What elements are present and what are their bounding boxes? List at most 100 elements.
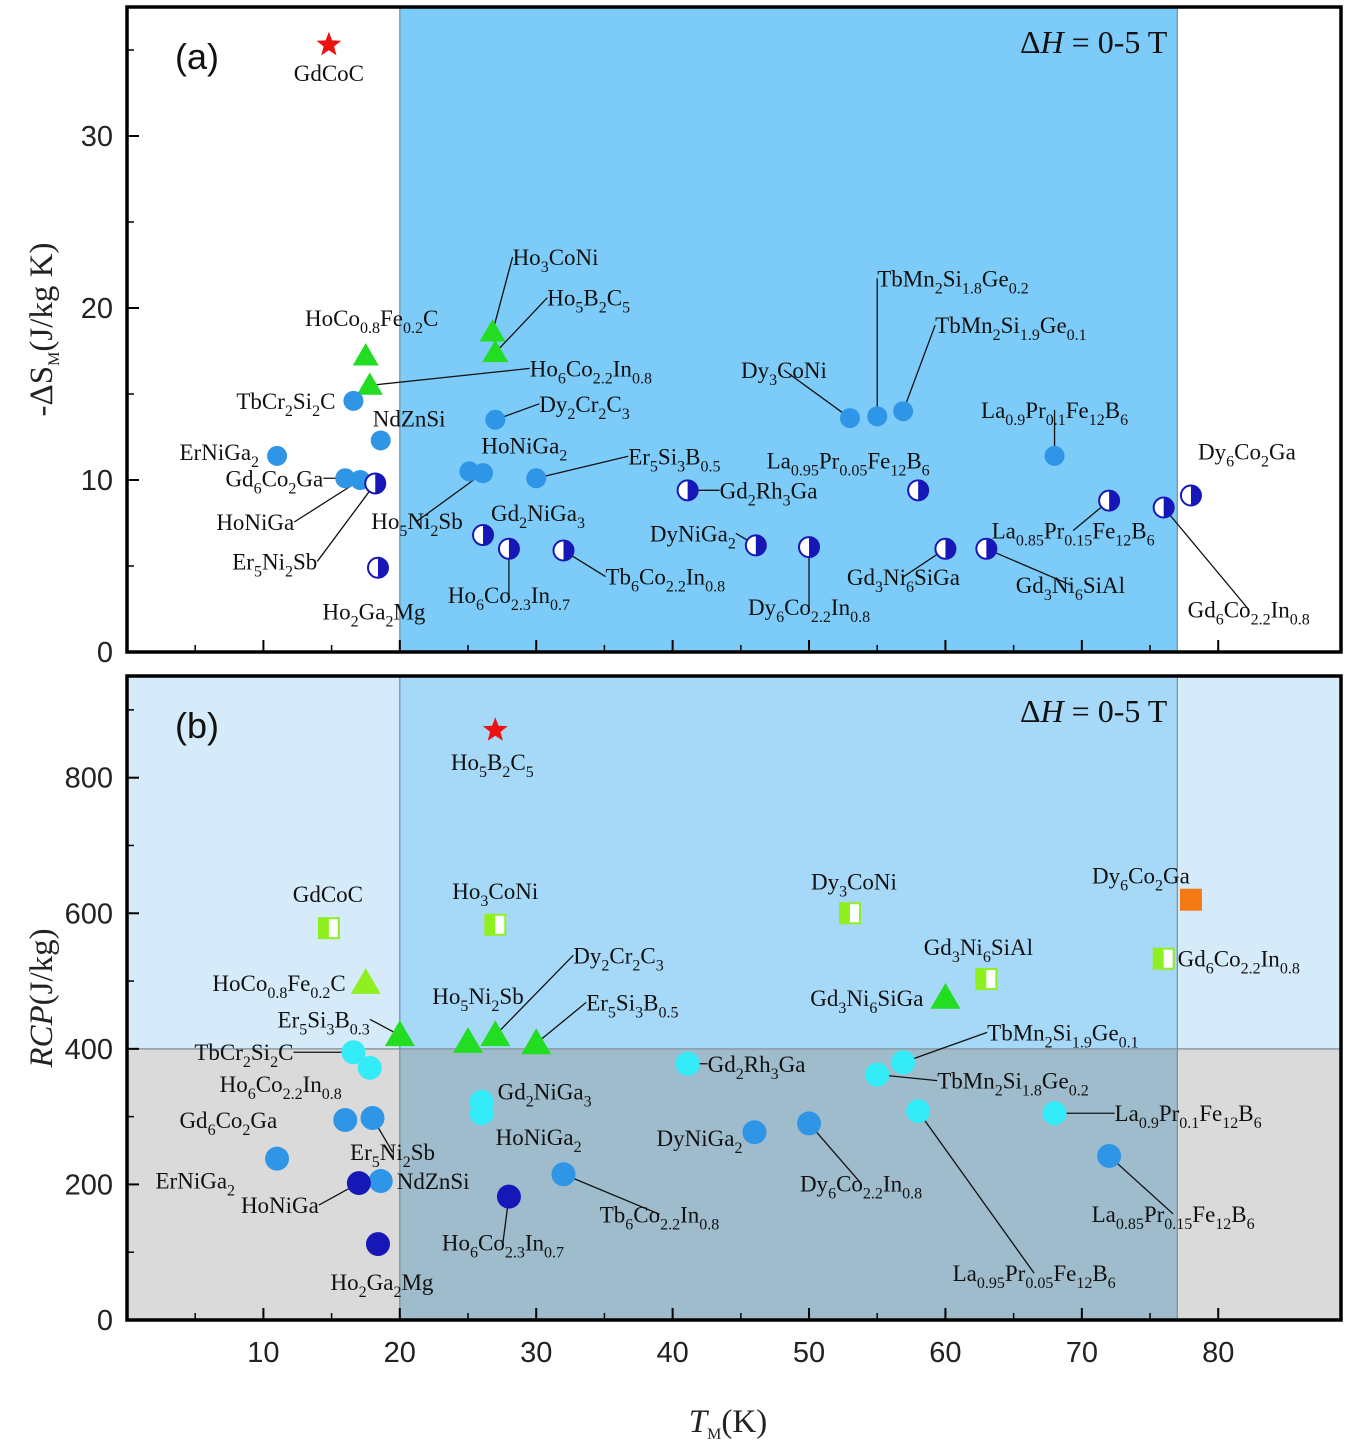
marker-gd3ni6siga <box>934 537 957 560</box>
label-la09pr01fe12b6: La0.9Pr0.1Fe12B6​ <box>1115 1101 1262 1132</box>
label-gd3ni6siga: Gd3Ni6SiGa <box>847 565 960 596</box>
marker-tbcr2si2c <box>343 390 364 411</box>
label-gd2rh3ga: Gd2Rh3Ga <box>708 1052 806 1083</box>
label-hoco08fe02c: HoCo0.8Fe0.2C <box>212 971 345 1002</box>
label-ho6co23in07: Ho6Co2.3In0.7​ <box>448 583 570 614</box>
label-la085pr015fe12b6: La0.85Pr0.15Fe12B6​ <box>992 519 1155 550</box>
label-ho6co22in08: Ho6Co2.2In0.8​ <box>220 1072 342 1103</box>
y-tick-label: 200 <box>65 1169 113 1201</box>
label-honiga2: HoNiGa2​ <box>481 433 567 464</box>
marker-gd6co2ga <box>335 468 356 489</box>
marker-tbmn2si18ge02 <box>865 1062 890 1087</box>
label-ho5b2c5: Ho5B2C5​ <box>451 750 534 781</box>
label-tbmn2si18ge02: TbMn2Si1.8Ge0.2​ <box>937 1069 1089 1100</box>
leader-line <box>491 256 514 333</box>
label-ho2ga2mg: Ho2Ga2Mg <box>331 1270 434 1301</box>
leader-line <box>1108 1155 1174 1215</box>
marker-er5ni2sb <box>364 472 387 495</box>
x-tick-label: 30 <box>520 1337 552 1369</box>
marker-gd6co22in08 <box>1152 496 1175 519</box>
label-ho6co23in07: Ho6Co2.3In0.7​ <box>442 1231 564 1262</box>
leader-line <box>808 1122 862 1184</box>
marker-erniga2 <box>265 1146 290 1171</box>
highlight-band-b-lower <box>399 1048 1178 1320</box>
marker-dyniga2 <box>744 534 767 557</box>
panel-a: 0 10 20 30 -ΔSM(J/kg K) (a) ΔH = 0-5 T GdCoC HoC… <box>24 5 1343 669</box>
highlight-band-b-upper <box>399 676 1178 1049</box>
marker-dy2cr2c3 <box>485 409 506 430</box>
label-tbcr2si2c: TbCr2Si2C <box>194 1040 293 1071</box>
y-tick-label: 400 <box>65 1034 113 1066</box>
leader-line <box>986 548 1071 586</box>
y-axis-title: -ΔSM(J/kg K) <box>24 243 63 417</box>
x-tick-label: 60 <box>929 1337 961 1369</box>
marker-ho5ni2sb <box>473 463 494 484</box>
label-gd6co2ga: Gd6Co2Ga <box>225 466 323 497</box>
marker-ndznsi <box>368 1169 393 1194</box>
label-gd6co22in08: Gd6Co2.2In0.8​ <box>1178 947 1300 978</box>
x-axis: 10 20 30 40 50 60 70 80 <box>247 1337 1234 1369</box>
marker-ho2ga2mg <box>365 1232 390 1257</box>
x-tick-label: 50 <box>793 1337 825 1369</box>
label-gd2niga3: Gd2NiGa3​ <box>498 1080 592 1111</box>
leader-line <box>494 297 548 354</box>
marker-gd2rh3ga <box>675 1051 700 1076</box>
plot-frame <box>125 5 1343 654</box>
leader-line <box>563 1173 660 1215</box>
field-label: ΔH = 0-5 T <box>1020 693 1168 729</box>
marker-erniga2 <box>267 445 288 466</box>
marker-ho6co23in07 <box>497 537 520 560</box>
y-tick-label: 0 <box>97 1305 113 1337</box>
label-er5ni2sb: Er5Ni2Sb <box>232 549 317 580</box>
marker-la085pr015fe12b6 <box>1097 1143 1122 1168</box>
label-erniga2: ErNiGa2​ <box>156 1169 236 1200</box>
label-la095pr005fe12b6: La0.95Pr0.05Fe12B6​ <box>767 448 930 479</box>
marker-ndznsi <box>370 430 391 451</box>
highlight-band-a <box>399 7 1178 652</box>
marker-honiga <box>346 1171 371 1196</box>
leader-line <box>494 954 574 1036</box>
marker-er5ni2sb <box>360 1105 385 1130</box>
marker-la09pr01fe12b6 <box>1042 1101 1067 1126</box>
marker-er5si3b05 <box>526 468 547 489</box>
panel-letter: (a) <box>175 36 219 77</box>
label-honiga: HoNiGa <box>216 510 294 535</box>
panel-b: 0 200 400 600 800 RCP(J/kg) (b) ΔH = 0-5 T Ho5B2… <box>24 674 1343 1337</box>
label-gd2niga3: Gd2NiGa3​ <box>491 501 585 532</box>
marker-ho5b2c5 <box>482 339 509 363</box>
marker-dy3coni <box>838 902 861 925</box>
marker-la095pr005fe12b6 <box>907 479 930 502</box>
label-ho5b2c5: Ho5B2C5​ <box>547 286 630 317</box>
marker-dy6co22in08 <box>798 536 821 559</box>
label-la085pr015fe12b6: La0.85Pr0.15Fe12B6​ <box>1092 1202 1255 1233</box>
label-dy6co22in08: Dy6Co2.2In0.8​ <box>800 1171 922 1202</box>
label-ho5ni2sb: Ho5Ni2Sb <box>432 984 523 1015</box>
marker-dy6co2ga <box>1179 484 1202 507</box>
marker-gdcoc <box>316 31 342 56</box>
marker-tb6co22in08 <box>552 539 575 562</box>
marker-tbmn2si19ge01 <box>893 401 914 422</box>
marker-la085pr015fe12b6 <box>1098 489 1121 512</box>
marker-gd3ni6sial <box>975 968 998 991</box>
marker-gd6co2ga <box>333 1108 358 1133</box>
markers <box>265 717 1202 1257</box>
marker-er5si3b03 <box>384 1020 415 1047</box>
label-erniga2: ErNiGa2​ <box>180 440 260 471</box>
point-labels: Ho5B2C5​ GdCoC Ho3CoNi Dy3CoNi Gd3Ni6SiAl Gd6… <box>156 750 1300 1301</box>
marker-la095pr005fe12b6 <box>906 1099 931 1124</box>
label-ndznsi: NdZnSi <box>373 406 446 431</box>
marker-ho6co23in07 <box>496 1184 521 1209</box>
marker-tbcr2si2c <box>341 1040 366 1065</box>
label-la095pr005fe12b6: La0.95Pr0.05Fe12B6​ <box>953 1261 1116 1292</box>
label-gd3ni6siga: Gd3Ni6SiGa <box>810 986 923 1017</box>
marker-hoco08fe02c <box>350 968 381 994</box>
label-dy6co2ga: Dy6Co2Ga <box>1198 439 1296 470</box>
label-dy3coni: Dy3CoNi <box>811 869 897 900</box>
label-dyniga2: DyNiGa2​ <box>657 1126 743 1157</box>
marker-ho3coni <box>484 913 507 936</box>
y-tick-label: 800 <box>65 763 113 795</box>
label-tbmn2si19ge01: TbMn2Si1.9Ge0.1​ <box>987 1020 1139 1051</box>
label-gd3ni6sial: Gd3Ni6SiAl <box>1016 573 1125 604</box>
marker-dy2cr2c3 <box>480 1020 511 1047</box>
label-gd6co2ga: Gd6Co2Ga <box>179 1108 277 1139</box>
